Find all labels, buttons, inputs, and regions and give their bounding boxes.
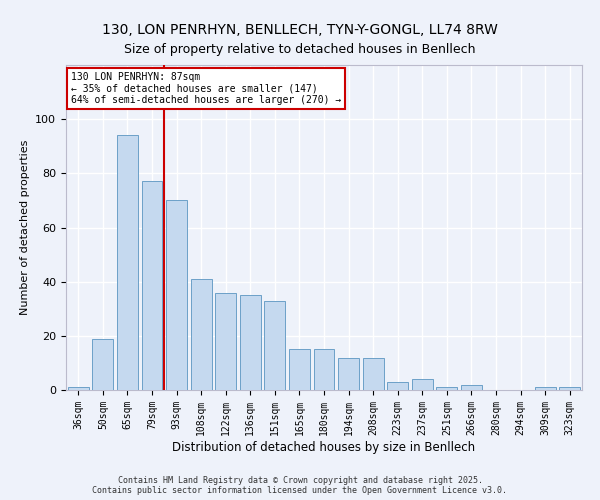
Bar [559,388,580,390]
Text: Contains HM Land Registry data © Crown copyright and database right 2025.
Contai: Contains HM Land Registry data © Crown c… [92,476,508,495]
X-axis label: Distribution of detached houses by size in Benllech: Distribution of detached houses by size … [172,440,476,454]
Y-axis label: Number of detached properties: Number of detached properties [20,140,30,315]
Bar [289,350,310,390]
Bar [215,292,236,390]
Bar [387,382,408,390]
Bar [535,388,556,390]
Text: Size of property relative to detached houses in Benllech: Size of property relative to detached ho… [124,42,476,56]
Bar [240,295,261,390]
Bar [461,384,482,390]
Bar [68,388,89,390]
Text: 130 LON PENRHYN: 87sqm
← 35% of detached houses are smaller (147)
64% of semi-de: 130 LON PENRHYN: 87sqm ← 35% of detached… [71,72,341,104]
Bar [142,182,163,390]
Bar [412,379,433,390]
Bar [92,338,113,390]
Bar [314,350,334,390]
Bar [338,358,359,390]
Bar [436,388,457,390]
Bar [191,279,212,390]
Bar [166,200,187,390]
Bar [117,136,138,390]
Text: 130, LON PENRHYN, BENLLECH, TYN-Y-GONGL, LL74 8RW: 130, LON PENRHYN, BENLLECH, TYN-Y-GONGL,… [102,22,498,36]
Bar [265,300,286,390]
Bar [362,358,383,390]
